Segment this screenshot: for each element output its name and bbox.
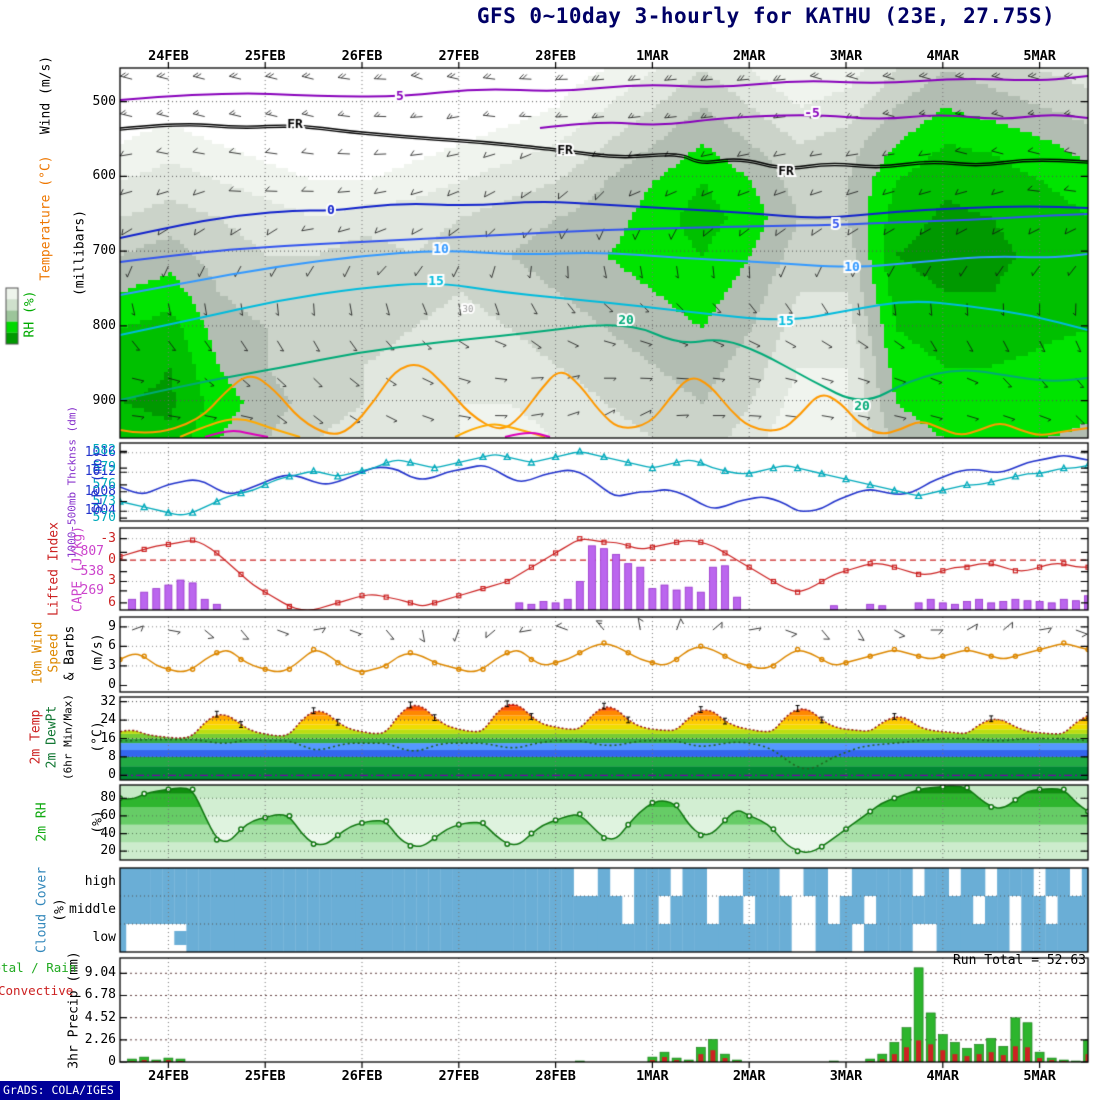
y-tick-label: 2.26 [84, 1031, 116, 1047]
panel-left-label: Temperature (°C) [38, 155, 54, 281]
cloud-row-label: middle [69, 902, 116, 917]
panel-left-label: (6hr Min/Max) [61, 693, 75, 781]
x-tick-label-bottom: 27FEB [438, 1068, 480, 1084]
panel-left-label: (°C) [90, 721, 106, 753]
x-tick-label-top: 1MAR [636, 48, 669, 64]
panel-left-label: Wind (m/s) [38, 55, 54, 135]
y-tick-label: 0 [108, 767, 116, 783]
y-tick-label: 576 [92, 476, 116, 492]
panel-left-label: (millibars) [72, 209, 88, 297]
precip-legend-label: Total / Rain [0, 960, 77, 975]
x-tick-label-bottom: 3MAR [829, 1068, 863, 1084]
y-tick-label: 538 [80, 563, 104, 579]
x-tick-label-top: 5MAR [1023, 48, 1056, 64]
x-tick-label-bottom: 1MAR [636, 1068, 669, 1084]
y-tick-label: 6.78 [84, 987, 116, 1003]
x-tick-label-bottom: 25FEB [244, 1068, 286, 1084]
panel-left-label: Lifted Index [46, 522, 62, 616]
y-tick-label: 0 [108, 552, 116, 568]
x-tick-label-bottom: 5MAR [1023, 1068, 1056, 1084]
x-tick-label-top: 25FEB [244, 48, 286, 64]
y-tick-label: 1004 [84, 503, 116, 519]
panel-left-label: (%) [90, 810, 106, 834]
y-tick-label: 500 [92, 93, 116, 109]
x-tick-label-bottom: 24FEB [148, 1068, 189, 1084]
y-tick-label: 8 [108, 748, 116, 764]
y-tick-label: -3 [100, 530, 116, 546]
panel-left-label: Speed [46, 633, 62, 673]
y-tick-label: 0 [108, 677, 116, 693]
y-tick-label: 700 [92, 243, 116, 259]
y-tick-label: 579 [92, 460, 116, 476]
panel-left-label: 2m Temp [28, 709, 44, 765]
y-tick-label: 3 [108, 573, 116, 589]
y-tick-label: 582 [92, 443, 116, 459]
y-tick-label: 800 [92, 317, 116, 333]
x-tick-label-top: 3MAR [829, 48, 863, 64]
y-tick-label: 4.52 [84, 1009, 116, 1025]
panel-left-label: CAPE (J/kg) [70, 525, 86, 613]
y-tick-label: 32 [100, 693, 116, 709]
panel-left-label: (m/s) [90, 633, 106, 673]
y-tick-label: 9 [108, 618, 116, 634]
y-tick-label: 269 [80, 582, 104, 598]
panel-left-label: SLP (mb) [90, 450, 106, 514]
x-tick-label-bottom: 2MAR [732, 1068, 766, 1084]
x-tick-label-bottom: 28FEB [535, 1068, 576, 1084]
y-tick-label: 1016 [84, 444, 116, 460]
panel-left-label: 2m RH [34, 802, 50, 842]
y-tick-label: 24 [100, 712, 116, 728]
cloud-row-label: high [84, 874, 116, 889]
x-tick-label-top: 2MAR [732, 48, 766, 64]
y-tick-label: 3 [108, 657, 116, 673]
y-tick-label: 16 [100, 730, 116, 746]
y-tick-label: 1008 [84, 483, 116, 499]
panel-left-label: 2m DewPt [44, 705, 60, 769]
x-tick-label-top: 24FEB [148, 48, 189, 64]
y-tick-label: 6 [108, 638, 116, 654]
y-tick-label: 573 [92, 493, 116, 509]
y-tick-label: 1012 [84, 464, 116, 480]
y-tick-label: 0 [108, 1054, 116, 1069]
x-tick-label-top: 27FEB [438, 48, 480, 64]
panel-left-label: 10m Wind [30, 621, 46, 685]
x-tick-label-top: 26FEB [341, 48, 383, 64]
x-tick-label-top: 4MAR [926, 48, 960, 64]
y-tick-label: 20 [100, 843, 116, 859]
panel-left-label: & Barbs [62, 625, 78, 681]
y-tick-label: 60 [100, 807, 116, 823]
y-tick-label: 600 [92, 168, 116, 184]
y-tick-label: 807 [80, 544, 104, 560]
y-tick-label: 80 [100, 790, 116, 806]
precip-legend-label: Convective [0, 983, 74, 998]
y-tick-label: 40 [100, 825, 116, 841]
panel-left-label: (%) [52, 898, 68, 922]
x-tick-label-top: 28FEB [535, 48, 576, 64]
y-tick-label: 570 [92, 510, 116, 526]
x-tick-label-bottom: 4MAR [926, 1068, 960, 1084]
panel-left-label: Cloud Cover [34, 866, 50, 954]
grads-credit: GrADS: COLA/IGES [0, 1081, 120, 1100]
y-tick-label: 6 [108, 594, 116, 610]
x-tick-label-bottom: 26FEB [341, 1068, 383, 1084]
y-tick-label: 900 [92, 392, 116, 408]
y-tick-label: 9.04 [84, 965, 116, 981]
cloud-row-label: low [92, 930, 116, 945]
panel-left-label: RH (%) [22, 290, 38, 338]
